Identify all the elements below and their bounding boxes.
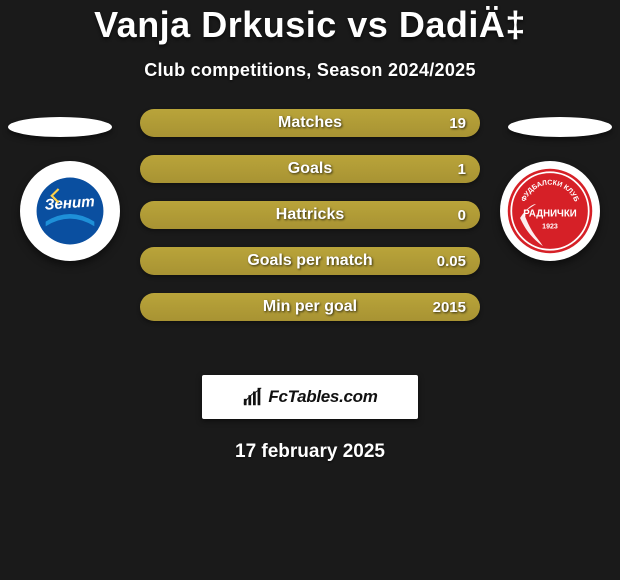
stat-row-min-per-goal: Min per goal 2015 [140, 293, 480, 321]
club-badge-right: ФУДБАЛСКИ КЛУБ РАДНИЧКИ 1923 [500, 161, 600, 261]
comparison-arena: Зенит ФУДБАЛСКИ КЛУБ РАДНИЧКИ 1923 Match… [0, 109, 620, 359]
brand-text: FcTables.com [268, 387, 377, 407]
stat-value: 2015 [433, 299, 466, 316]
stat-value: 1 [458, 161, 466, 178]
flag-placeholder-left [8, 117, 112, 137]
stat-label: Goals [288, 160, 332, 178]
page-title: Vanja Drkusic vs DadiÄ‡ [0, 0, 620, 46]
radnicki-logo-icon: ФУДБАЛСКИ КЛУБ РАДНИЧКИ 1923 [506, 167, 594, 255]
stat-label: Min per goal [263, 298, 357, 316]
stat-value: 19 [449, 115, 466, 132]
stat-row-hattricks: Hattricks 0 [140, 201, 480, 229]
snapshot-date: 17 february 2025 [0, 441, 620, 463]
svg-text:1923: 1923 [542, 224, 558, 231]
stat-value: 0 [458, 207, 466, 224]
stat-row-matches: Matches 19 [140, 109, 480, 137]
stat-value: 0.05 [437, 253, 466, 270]
stat-rows: Matches 19 Goals 1 Hattricks 0 Goals per… [140, 109, 480, 339]
stat-label: Hattricks [276, 206, 344, 224]
season-subtitle: Club competitions, Season 2024/2025 [0, 60, 620, 81]
chart-icon [242, 386, 264, 408]
zenit-logo-icon: Зенит [32, 173, 108, 249]
stat-label: Goals per match [247, 252, 372, 270]
brand-badge[interactable]: FcTables.com [202, 375, 418, 419]
club-badge-left: Зенит [20, 161, 120, 261]
svg-text:РАДНИЧКИ: РАДНИЧКИ [523, 208, 576, 219]
stat-label: Matches [278, 114, 342, 132]
flag-placeholder-right [508, 117, 612, 137]
stat-row-goals-per-match: Goals per match 0.05 [140, 247, 480, 275]
stat-row-goals: Goals 1 [140, 155, 480, 183]
